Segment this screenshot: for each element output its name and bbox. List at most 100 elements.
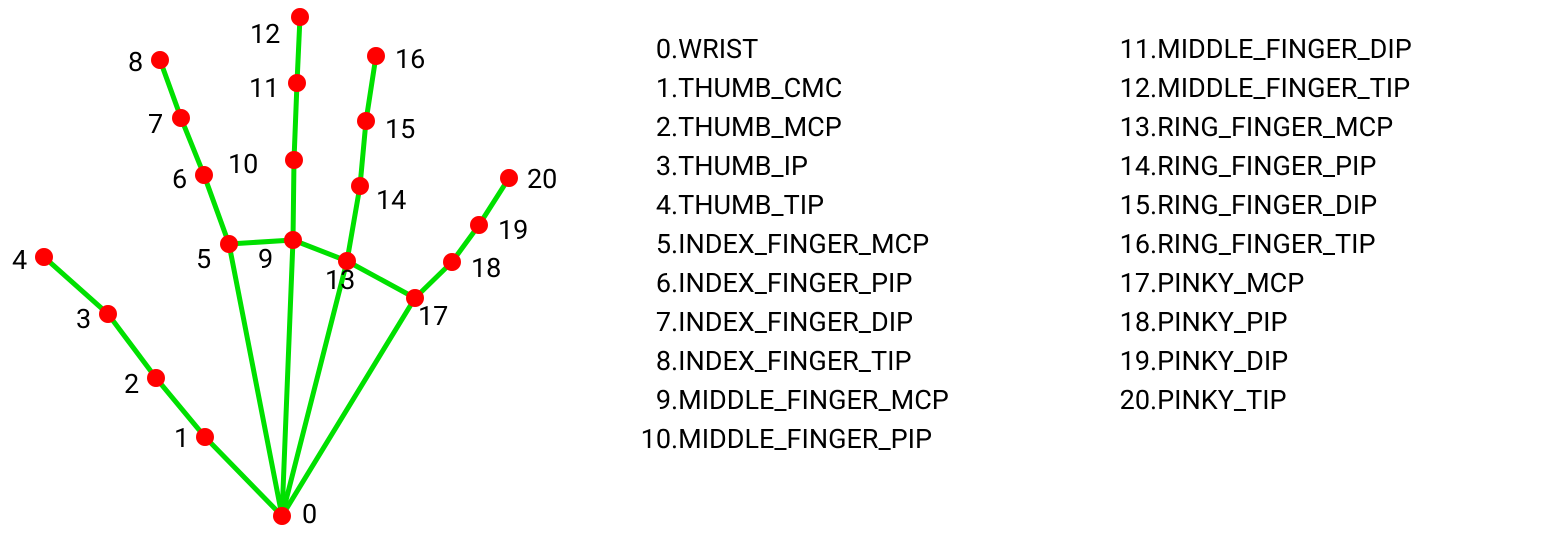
legend-item-separator: . xyxy=(1150,270,1157,297)
legend-item-name: PINKY_DIP xyxy=(1157,348,1288,375)
node-0 xyxy=(273,507,291,525)
node-18 xyxy=(443,253,461,271)
legend-item-number: 3 xyxy=(636,153,671,180)
legend-item-separator: . xyxy=(1150,75,1157,102)
legend-item-2: 2. THUMB_MCP xyxy=(636,114,949,153)
legend-item-name: RING_FINGER_DIP xyxy=(1157,192,1377,219)
node-2 xyxy=(147,369,165,387)
edge-5-6 xyxy=(204,175,229,244)
legend-item-separator: . xyxy=(1150,192,1157,219)
legend-item-name: RING_FINGER_MCP xyxy=(1157,114,1393,141)
edge-15-16 xyxy=(366,56,376,121)
legend-item-15: 15. RING_FINGER_DIP xyxy=(1110,192,1412,231)
node-16 xyxy=(367,47,385,65)
legend-item-number: 17 xyxy=(1110,270,1150,297)
legend-item-number: 14 xyxy=(1110,153,1150,180)
legend-item-0: 0. WRIST xyxy=(636,36,949,75)
legend-item-separator: . xyxy=(671,348,678,375)
legend-item-separator: . xyxy=(1150,348,1157,375)
legend-item-separator: . xyxy=(671,153,678,180)
node-8 xyxy=(151,51,169,69)
legend-item-name: INDEX_FINGER_PIP xyxy=(678,270,912,297)
edge-10-11 xyxy=(294,83,297,160)
legend-item-name: RING_FINGER_TIP xyxy=(1157,231,1375,258)
node-label-14: 14 xyxy=(376,184,406,216)
legend-item-number: 10 xyxy=(636,426,671,453)
legend-item-separator: . xyxy=(671,36,678,63)
node-11 xyxy=(288,74,306,92)
node-10 xyxy=(285,151,303,169)
legend-item-name: THUMB_MCP xyxy=(678,114,842,141)
legend-item-number: 13 xyxy=(1110,114,1150,141)
legend-item-separator: . xyxy=(1150,36,1157,63)
node-label-8: 8 xyxy=(128,46,143,78)
legend-item-name: PINKY_TIP xyxy=(1157,387,1286,414)
legend-item-14: 14. RING_FINGER_PIP xyxy=(1110,153,1412,192)
legend-item-11: 11. MIDDLE_FINGER_DIP xyxy=(1110,36,1412,75)
node-label-11: 11 xyxy=(249,72,279,104)
hand-landmarks-figure: 012345678910111213141516171819200. WRIST… xyxy=(0,0,1543,538)
legend-item-separator: . xyxy=(1150,387,1157,414)
legend-column-1: 0. WRIST1. THUMB_CMC2. THUMB_MCP3. THUMB… xyxy=(636,36,949,465)
legend-item-3: 3. THUMB_IP xyxy=(636,153,949,192)
legend-item-name: THUMB_IP xyxy=(678,153,808,180)
node-1 xyxy=(196,428,214,446)
legend-item-9: 9. MIDDLE_FINGER_MCP xyxy=(636,387,949,426)
legend-item-8: 8. INDEX_FINGER_TIP xyxy=(636,348,949,387)
legend-item-number: 1 xyxy=(636,75,671,102)
legend-item-separator: . xyxy=(1150,231,1157,258)
legend-item-separator: . xyxy=(671,75,678,102)
edge-0-5 xyxy=(229,244,282,516)
legend-item-13: 13. RING_FINGER_MCP xyxy=(1110,114,1412,153)
node-label-20: 20 xyxy=(527,163,557,195)
node-15 xyxy=(357,112,375,130)
edge-11-12 xyxy=(297,17,300,83)
node-label-3: 3 xyxy=(76,303,91,335)
legend-item-name: MIDDLE_FINGER_DIP xyxy=(1157,36,1412,63)
legend-item-number: 6 xyxy=(636,270,671,297)
legend-item-number: 16 xyxy=(1110,231,1150,258)
legend-item-name: INDEX_FINGER_TIP xyxy=(678,348,911,375)
node-label-15: 15 xyxy=(385,113,415,145)
legend-item-separator: . xyxy=(671,387,678,414)
node-4 xyxy=(35,248,53,266)
legend-item-16: 16. RING_FINGER_TIP xyxy=(1110,231,1412,270)
legend-item-name: THUMB_TIP xyxy=(678,192,824,219)
node-6 xyxy=(195,166,213,184)
legend-item-separator: . xyxy=(1150,309,1157,336)
node-label-1: 1 xyxy=(174,422,189,454)
legend-item-5: 5. INDEX_FINGER_MCP xyxy=(636,231,949,270)
legend-item-7: 7. INDEX_FINGER_DIP xyxy=(636,309,949,348)
legend-item-name: THUMB_CMC xyxy=(678,75,842,102)
legend-item-number: 18 xyxy=(1110,309,1150,336)
legend-item-6: 6. INDEX_FINGER_PIP xyxy=(636,270,949,309)
legend-item-number: 7 xyxy=(636,309,671,336)
legend-item-number: 5 xyxy=(636,231,671,258)
legend-column-2: 11. MIDDLE_FINGER_DIP12. MIDDLE_FINGER_T… xyxy=(1110,36,1412,426)
legend-item-name: MIDDLE_FINGER_MCP xyxy=(678,387,949,414)
node-label-18: 18 xyxy=(471,252,501,284)
edge-14-15 xyxy=(360,121,366,186)
legend-item-separator: . xyxy=(671,192,678,219)
node-label-10: 10 xyxy=(228,148,258,180)
legend-item-1: 1. THUMB_CMC xyxy=(636,75,949,114)
node-14 xyxy=(351,177,369,195)
legend-item-number: 12 xyxy=(1110,75,1150,102)
node-label-17: 17 xyxy=(418,300,448,332)
legend-item-number: 15 xyxy=(1110,192,1150,219)
node-label-19: 19 xyxy=(498,214,528,246)
legend-item-separator: . xyxy=(671,114,678,141)
edge-13-17 xyxy=(347,261,415,298)
legend-item-name: MIDDLE_FINGER_TIP xyxy=(1157,75,1410,102)
legend-item-number: 11 xyxy=(1110,36,1150,63)
node-7 xyxy=(172,109,190,127)
legend-item-number: 2 xyxy=(636,114,671,141)
legend-item-4: 4. THUMB_TIP xyxy=(636,192,949,231)
node-12 xyxy=(291,8,309,26)
legend-item-name: PINKY_PIP xyxy=(1157,309,1287,336)
legend-item-number: 8 xyxy=(636,348,671,375)
legend-item-18: 18. PINKY_PIP xyxy=(1110,309,1412,348)
legend-item-17: 17. PINKY_MCP xyxy=(1110,270,1412,309)
legend-item-name: INDEX_FINGER_DIP xyxy=(678,309,913,336)
legend-item-name: MIDDLE_FINGER_PIP xyxy=(678,426,932,453)
